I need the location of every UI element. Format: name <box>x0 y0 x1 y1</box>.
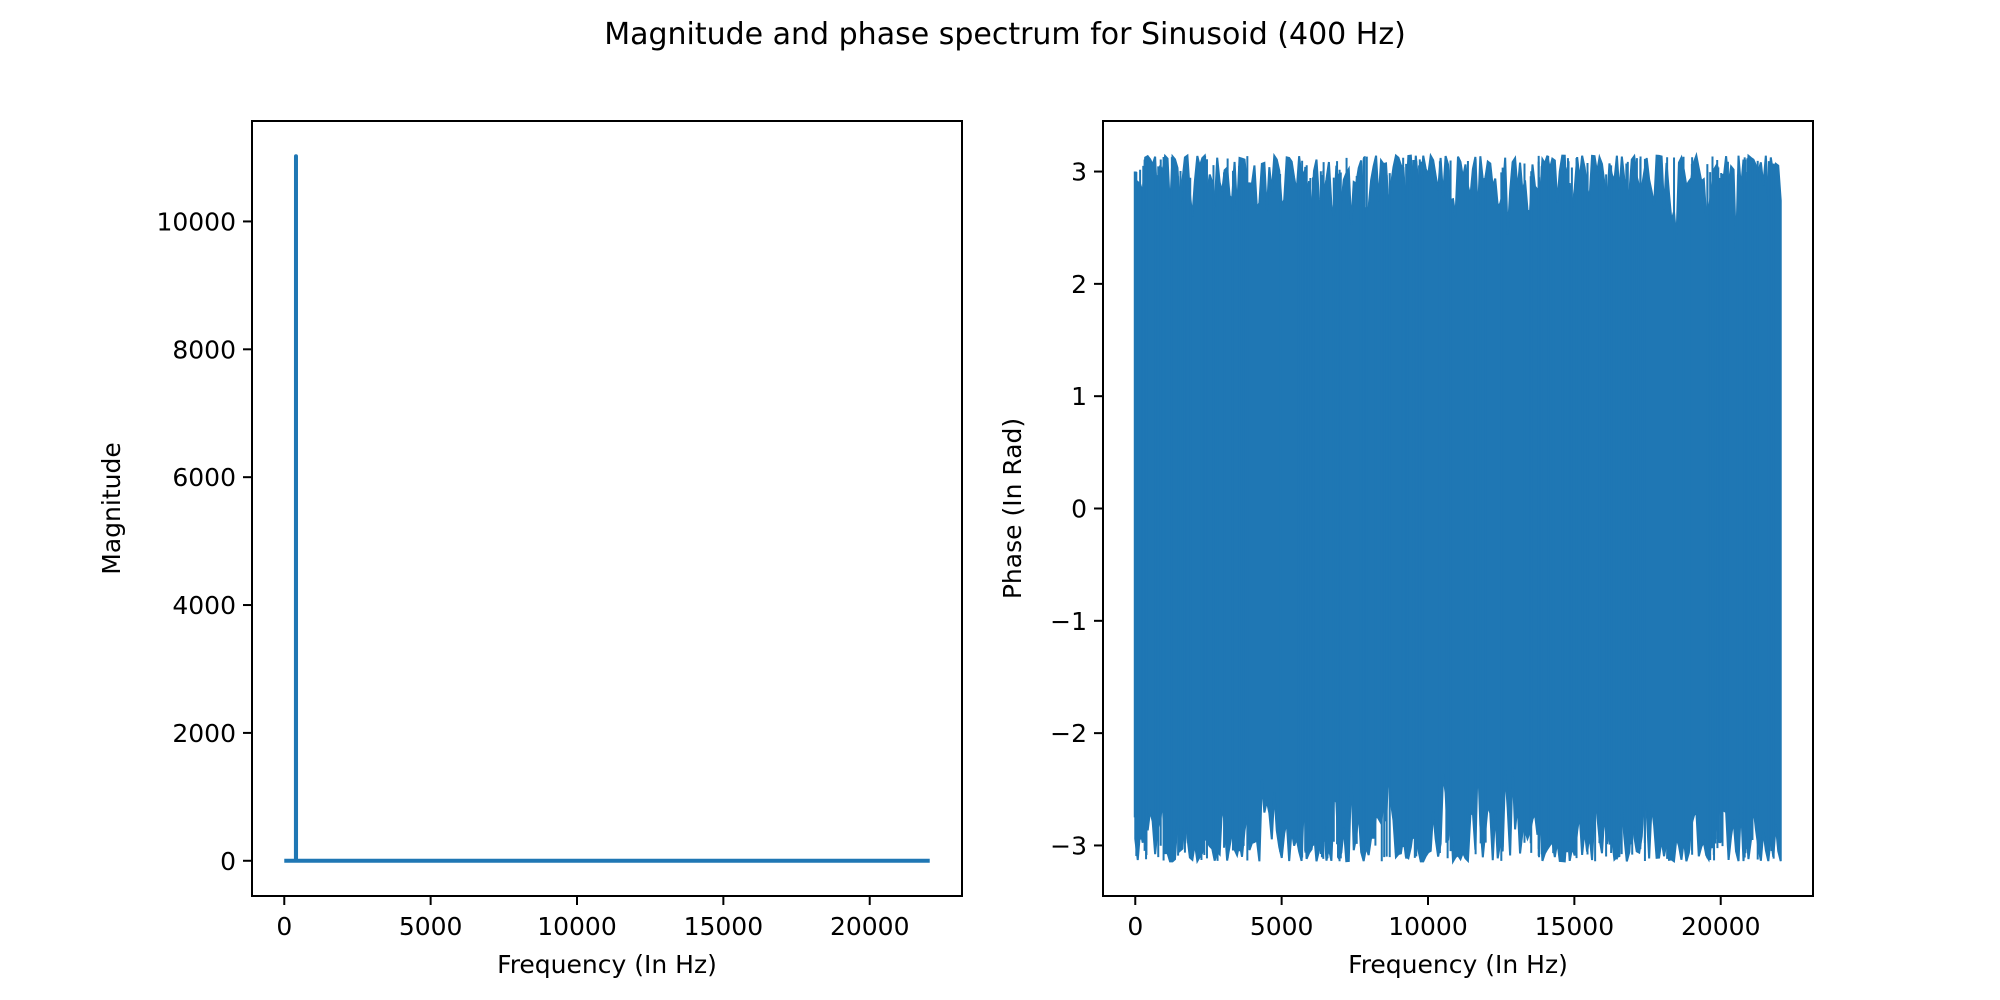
chart-1-series-line <box>1133 155 1775 862</box>
chart-0-y-ticks: 0 2000 4000 6000 8000 10000 <box>156 207 252 876</box>
chart-0-y-tick-label: 4000 <box>172 591 236 620</box>
chart-1-y-tick-label: 2 <box>1071 270 1087 299</box>
chart-0-x-tick-label: 20000 <box>830 912 910 941</box>
chart-0-x-tick-label: 10000 <box>537 912 617 941</box>
chart-1-x-tick-label: 10000 <box>1388 912 1468 941</box>
chart-1-x-tick-label: 0 <box>1127 912 1143 941</box>
chart-0-y-axis-label: Magnitude <box>97 442 126 574</box>
chart-0-x-axis-label: Frequency (In Hz) <box>497 950 717 979</box>
chart-1-series-band <box>1134 151 1782 865</box>
chart-0-x-tick-label: 15000 <box>684 912 764 941</box>
chart-1-x-ticks: 0 5000 10000 15000 20000 <box>1127 896 1760 941</box>
chart-0-plot-area <box>284 154 930 863</box>
chart-0-y-tick-label: 0 <box>220 847 236 876</box>
chart-0-x-ticks: 0 5000 10000 15000 20000 <box>276 896 909 941</box>
chart-0-x-tick-label: 0 <box>276 912 292 941</box>
chart-1-x-tick-label: 15000 <box>1535 912 1615 941</box>
chart-1-y-ticks: −3 −2 −1 0 1 2 3 <box>1050 158 1103 860</box>
chart-1-y-tick-label: 1 <box>1071 382 1087 411</box>
chart-0-y-tick-label: 10000 <box>156 207 236 236</box>
phase-panel: 0 5000 10000 15000 20000 −3 −2 −1 0 1 2 3 Frequency … <box>998 120 1814 979</box>
chart-1-y-tick-label: −2 <box>1050 719 1087 748</box>
chart-1-x-axis-label: Frequency (In Hz) <box>1348 950 1568 979</box>
chart-1-x-tick-label: 20000 <box>1681 912 1761 941</box>
chart-1-y-tick-label: 3 <box>1071 158 1087 187</box>
chart-0-series-line <box>284 154 930 863</box>
chart-0-y-tick-label: 6000 <box>172 463 236 492</box>
chart-0-y-tick-label: 2000 <box>172 719 236 748</box>
chart-0-x-tick-label: 5000 <box>399 912 463 941</box>
chart-1-y-tick-label: −1 <box>1050 607 1087 636</box>
chart-1-y-tick-label: −3 <box>1050 831 1087 860</box>
chart-1-y-tick-label: 0 <box>1071 495 1087 524</box>
magnitude-panel: 0 5000 10000 15000 20000 0 2000 4000 6000 8000 100… <box>97 120 963 979</box>
chart-1-y-axis-label: Phase (In Rad) <box>998 418 1027 599</box>
chart-1-x-tick-label: 5000 <box>1250 912 1314 941</box>
chart-0-y-tick-label: 8000 <box>172 335 236 364</box>
chart-1-plot-area <box>1133 151 1782 865</box>
chart-0-axes-frame <box>251 120 963 897</box>
figure-title: Magnitude and phase spectrum for Sinusoi… <box>604 17 1406 52</box>
